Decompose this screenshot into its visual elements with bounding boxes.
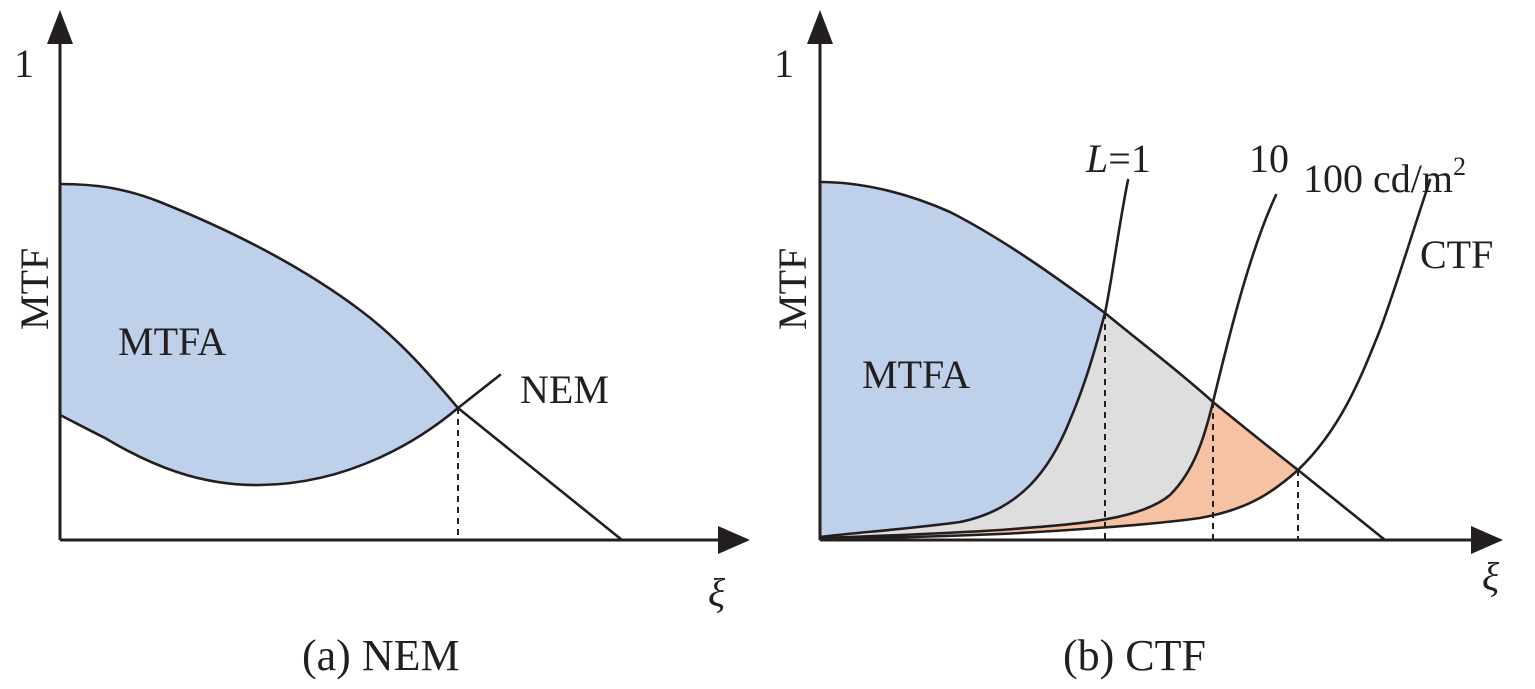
luminance-unit-superscript: 2: [1453, 152, 1466, 181]
luminance-value-1: =1: [1108, 136, 1151, 181]
y-tick-a: 1: [14, 41, 34, 86]
luminance-label-l100: 100 cd/m2: [1303, 152, 1466, 201]
y-axis-arrow-b: [807, 10, 833, 44]
panel-b: 1 MTF ξ MTFA L=1 10 100 cd/m2 CTF (b) CT…: [770, 10, 1503, 680]
caption-b: (b) CTF: [1063, 631, 1206, 680]
mtfa-label-a: MTFA: [118, 319, 226, 364]
x-axis-label-b: ξ: [1482, 554, 1500, 599]
mtf-curve-a: [58, 182, 624, 542]
y-axis-label-a: MTF: [12, 248, 57, 330]
panel-a: 1 MTF ξ MTFA NEM (a) NEM: [12, 10, 750, 680]
luminance-value-100: 100 cd/m: [1303, 156, 1453, 201]
y-axis-label-b: MTF: [770, 248, 815, 330]
luminance-label-l1: L=1: [1085, 136, 1151, 181]
caption-a: (a) NEM: [302, 631, 460, 680]
nem-label: NEM: [520, 367, 609, 412]
nem-curve: [58, 373, 502, 487]
x-axis-arrow-a: [718, 526, 750, 554]
y-axis-arrow-a: [47, 10, 73, 44]
x-axis-arrow-b: [1471, 526, 1503, 554]
mtfa-area-a: [60, 184, 458, 486]
ctf-curve-l100: [818, 178, 1432, 541]
luminance-var: L: [1085, 136, 1108, 181]
gray-area-b: [820, 313, 1213, 538]
y-tick-b: 1: [774, 41, 794, 86]
ctf-curve-l10: [818, 193, 1278, 540]
orange-area-b: [820, 402, 1298, 539]
mtfa-label-b: MTFA: [862, 352, 970, 397]
luminance-label-l10: 10: [1249, 136, 1289, 181]
mtfa-area-b: [820, 182, 1105, 537]
ctf-label: CTF: [1420, 232, 1493, 277]
ctf-curve-l1: [818, 178, 1130, 539]
x-axis-label-a: ξ: [708, 570, 726, 615]
